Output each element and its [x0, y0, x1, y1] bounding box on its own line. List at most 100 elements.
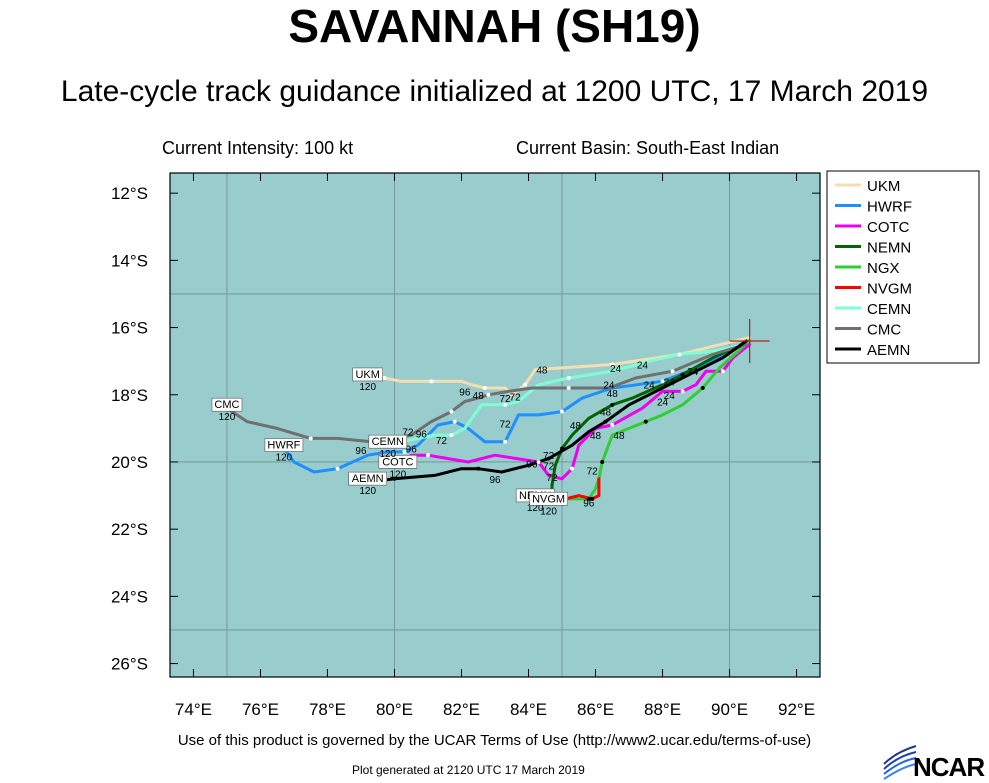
track-point-nemn	[680, 372, 685, 377]
track-point-cotc	[610, 423, 615, 427]
track-point-cemn	[503, 402, 508, 407]
track-line-hwrf	[282, 339, 752, 474]
track-point-cmc	[449, 409, 454, 414]
lat-tick-label: 12°S	[111, 184, 148, 203]
track-line-cotc	[396, 342, 752, 481]
track-point-ukm	[610, 362, 615, 367]
forecast-hour-label: 48	[536, 366, 548, 377]
lon-tick-label: 92°E	[778, 700, 815, 719]
terms-of-use: Use of this product is governed by the U…	[177, 732, 812, 749]
track-point-aemn	[603, 419, 608, 424]
lon-tick-label: 86°E	[577, 700, 614, 719]
track-end-hour-nvgm: 120	[540, 506, 557, 517]
track-point-cotc	[720, 369, 725, 374]
forecast-hour-label: 48	[590, 431, 602, 442]
legend-entry-ukm: UKM	[867, 178, 900, 195]
track-point-cotc	[680, 389, 685, 394]
track-line-cemn	[386, 342, 748, 447]
forecast-hour-label: 96	[406, 445, 418, 456]
track-point-ngx	[600, 459, 605, 464]
track-label-box-nvgm	[529, 491, 568, 506]
track-point-cmc	[486, 392, 491, 397]
lat-tick-label: 20°S	[111, 453, 148, 472]
forecast-hour-label: 72	[402, 428, 414, 439]
track-end-hour-cmc: 120	[219, 412, 236, 423]
lon-tick-label: 80°E	[376, 700, 413, 719]
track-point-cemn	[677, 352, 682, 357]
lon-tick-label: 82°E	[443, 700, 480, 719]
forecast-hour-label: 24	[610, 364, 622, 375]
lat-tick-label: 14°S	[111, 251, 148, 270]
track-point-nvgm	[590, 496, 595, 501]
track-label-box-ukm	[352, 367, 383, 382]
forecast-hour-label: 24	[664, 391, 676, 402]
model-legend: UKM HWRF COTC NEMN NGX NVGM CEMN CMC AEMN	[826, 170, 980, 364]
track-point-ngx	[643, 419, 648, 424]
track-point-cemn	[566, 375, 571, 380]
track-end-hour-aemn: 120	[359, 486, 376, 497]
track-point-hwrf	[560, 409, 565, 414]
forecast-hour-label: 48	[613, 431, 625, 442]
track-end-hour-ukm: 120	[359, 382, 376, 393]
track-label-nvgm: NVGM	[532, 493, 565, 505]
current-basin: Current Basin: South-East Indian	[516, 138, 780, 158]
lat-tick-label: 16°S	[111, 319, 148, 338]
forecast-hour-label: 72	[436, 436, 448, 447]
track-point-aemn	[546, 456, 551, 461]
forecast-hour-label: 24	[657, 397, 669, 408]
map-frame	[169, 172, 821, 678]
forecast-hour-label: 48	[570, 421, 582, 432]
track-label-hwrf: HWRF	[267, 440, 300, 452]
track-point-ukm	[523, 382, 528, 387]
track-point-cotc	[425, 453, 430, 458]
track-label-box-cotc	[378, 455, 418, 469]
lon-tick-label: 76°E	[242, 700, 279, 719]
track-label-box-hwrf	[264, 438, 304, 452]
forecast-hour-label: 72	[587, 466, 599, 477]
track-point-aemn	[392, 476, 397, 481]
ncar-logo-icon	[883, 745, 917, 780]
forecast-hour-label: 24	[637, 361, 649, 372]
lat-tick-label: 26°S	[111, 655, 148, 674]
track-end-hour-hwrf: 120	[276, 453, 293, 464]
ncar-logo-text: NCAR	[913, 752, 985, 782]
lat-tick-label: 22°S	[111, 520, 148, 539]
storm-title: SAVANNAH (SH19)	[288, 0, 701, 52]
track-point-cmc	[566, 386, 571, 391]
track-point-cmc	[308, 436, 313, 441]
track-point-cmc	[670, 369, 675, 374]
track-point-ukm	[429, 379, 434, 384]
lon-tick-label: 74°E	[175, 700, 212, 719]
forecast-hour-label: 24	[664, 377, 676, 388]
forecast-hour-label: 72	[499, 419, 511, 430]
forecast-hour-label: 96	[459, 387, 471, 398]
lon-tick-label: 84°E	[510, 700, 547, 719]
generated-timestamp: Plot generated at 2120 UTC 17 March 2019	[352, 763, 585, 777]
legend-entry-hwrf: HWRF	[867, 199, 912, 216]
legend-entry-cemn: CEMN	[867, 301, 911, 318]
track-label-ukm: UKM	[355, 369, 379, 381]
track-point-cotc	[570, 466, 575, 471]
legend-entry-ngx: NGX	[867, 260, 900, 277]
track-line-aemn	[366, 339, 748, 484]
track-point-nemn	[560, 446, 565, 451]
forecast-hour-label: 96	[489, 475, 501, 486]
track-label-cmc: CMC	[214, 399, 239, 411]
track-point-ngx	[586, 496, 591, 501]
track-point-hwrf	[503, 439, 508, 444]
track-point-ukm	[382, 375, 387, 380]
forecast-hour-label: 72	[510, 392, 522, 403]
legend-entry-nvgm: NVGM	[867, 281, 912, 298]
track-line-ukm	[366, 336, 752, 397]
track-point-hwrf	[335, 466, 340, 471]
track-label-cemn: CEMN	[372, 436, 404, 448]
track-point-aemn	[694, 369, 699, 374]
track-point-hwrf	[402, 449, 407, 454]
track-point-aemn	[476, 466, 481, 471]
axis-ticks: 74°E 76°E 78°E 80°E 82°E 84°E 86°E 88°E 90°E 92°E…	[111, 173, 820, 719]
forecast-hour-label: 24	[644, 381, 656, 392]
track-end-labels: UKM120HWRF120COTC120NEMN120NVGM120CEMN12…	[211, 367, 568, 517]
map-grid	[170, 173, 820, 677]
